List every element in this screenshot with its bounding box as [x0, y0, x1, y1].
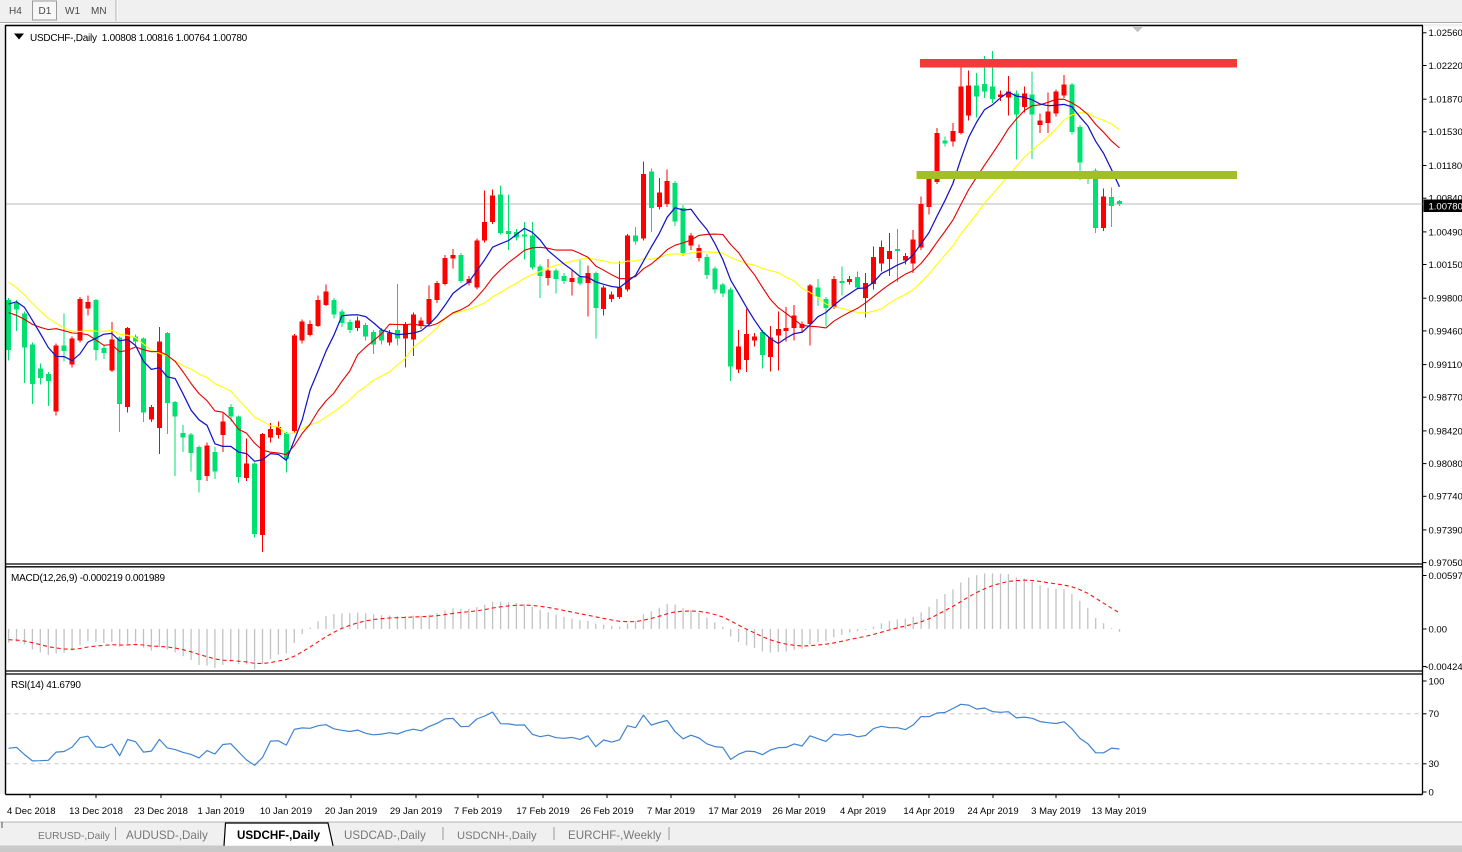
svg-text:1.00150: 1.00150 — [1429, 260, 1462, 271]
svg-text:0.97050: 0.97050 — [1429, 558, 1462, 569]
svg-text:7 Feb 2019: 7 Feb 2019 — [454, 806, 502, 817]
svg-text:4 Apr 2019: 4 Apr 2019 — [840, 806, 886, 817]
svg-text:D1: D1 — [39, 6, 52, 17]
svg-text:1.02220: 1.02220 — [1429, 61, 1462, 72]
svg-text:0: 0 — [1429, 787, 1434, 798]
svg-text:14 Apr 2019: 14 Apr 2019 — [903, 806, 954, 817]
svg-text:13 May 2019: 13 May 2019 — [1092, 806, 1147, 817]
svg-text:USDCNH-,Daily: USDCNH-,Daily — [457, 830, 537, 842]
svg-text:RSI(14) 41.6790: RSI(14) 41.6790 — [11, 680, 81, 691]
svg-text:7 Mar 2019: 7 Mar 2019 — [647, 806, 695, 817]
svg-text:29 Jan 2019: 29 Jan 2019 — [390, 806, 442, 817]
svg-text:4 Dec 2018: 4 Dec 2018 — [7, 806, 56, 817]
svg-text:10 Jan 2019: 10 Jan 2019 — [260, 806, 312, 817]
svg-text:3 May 2019: 3 May 2019 — [1031, 806, 1081, 817]
svg-text:17 Feb 2019: 17 Feb 2019 — [516, 806, 569, 817]
svg-text:70: 70 — [1429, 709, 1440, 720]
svg-text:0.99460: 0.99460 — [1429, 326, 1462, 337]
svg-text:0.98420: 0.98420 — [1429, 426, 1462, 437]
svg-text:0.99800: 0.99800 — [1429, 294, 1462, 305]
svg-text:0.98080: 0.98080 — [1429, 459, 1462, 470]
svg-text:USDCAD-,Daily: USDCAD-,Daily — [344, 829, 426, 842]
svg-text:13 Dec 2018: 13 Dec 2018 — [69, 806, 123, 817]
svg-text:0.99110: 0.99110 — [1429, 360, 1462, 371]
svg-text:MACD(12,26,9) -0.000219 0.0019: MACD(12,26,9) -0.000219 0.001989 — [11, 573, 165, 584]
svg-text:1.01530: 1.01530 — [1429, 127, 1462, 138]
svg-text:AUDUSD-,Daily: AUDUSD-,Daily — [126, 829, 208, 842]
svg-text:W1: W1 — [65, 6, 80, 17]
svg-text:0.98770: 0.98770 — [1429, 393, 1462, 404]
svg-text:MN: MN — [91, 6, 107, 17]
svg-text:0.00597: 0.00597 — [1429, 571, 1462, 582]
svg-text:1.01870: 1.01870 — [1429, 95, 1462, 106]
svg-text:23 Dec 2018: 23 Dec 2018 — [134, 806, 188, 817]
svg-text:100: 100 — [1429, 676, 1445, 687]
svg-text:1.00490: 1.00490 — [1429, 227, 1462, 238]
svg-text:17 Mar 2019: 17 Mar 2019 — [708, 806, 761, 817]
svg-text:30: 30 — [1429, 759, 1440, 770]
svg-text:1.01180: 1.01180 — [1429, 161, 1462, 172]
svg-text:0.97740: 0.97740 — [1429, 492, 1462, 503]
svg-text:1.00780: 1.00780 — [1429, 202, 1462, 213]
svg-text:USDCHF-,Daily 1.00808 1.00816: USDCHF-,Daily 1.00808 1.00816 1.00764 1.… — [30, 33, 248, 44]
svg-text:26 Mar 2019: 26 Mar 2019 — [772, 806, 825, 817]
svg-text:-0.00424: -0.00424 — [1425, 662, 1462, 673]
svg-text:24 Apr 2019: 24 Apr 2019 — [967, 806, 1018, 817]
svg-text:0.00: 0.00 — [1429, 624, 1448, 635]
svg-text:EURUSD-,Daily: EURUSD-,Daily — [38, 831, 111, 842]
svg-text:USDCHF-,Daily: USDCHF-,Daily — [237, 829, 321, 842]
svg-text:1 Jan 2019: 1 Jan 2019 — [197, 806, 244, 817]
svg-text:EURCHF-,Weekly: EURCHF-,Weekly — [568, 829, 661, 842]
svg-text:H4: H4 — [9, 6, 22, 17]
svg-text:26 Feb 2019: 26 Feb 2019 — [580, 806, 633, 817]
svg-text:1.02560: 1.02560 — [1429, 28, 1462, 39]
svg-text:1.00840: 1.00840 — [1429, 194, 1462, 205]
svg-text:0.97390: 0.97390 — [1429, 525, 1462, 536]
svg-text:20 Jan 2019: 20 Jan 2019 — [325, 806, 377, 817]
